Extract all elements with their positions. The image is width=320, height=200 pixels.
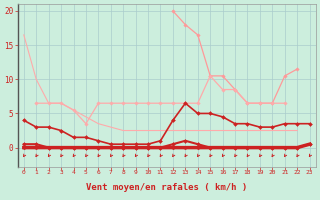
X-axis label: Vent moyen/en rafales ( km/h ): Vent moyen/en rafales ( km/h )	[86, 183, 247, 192]
